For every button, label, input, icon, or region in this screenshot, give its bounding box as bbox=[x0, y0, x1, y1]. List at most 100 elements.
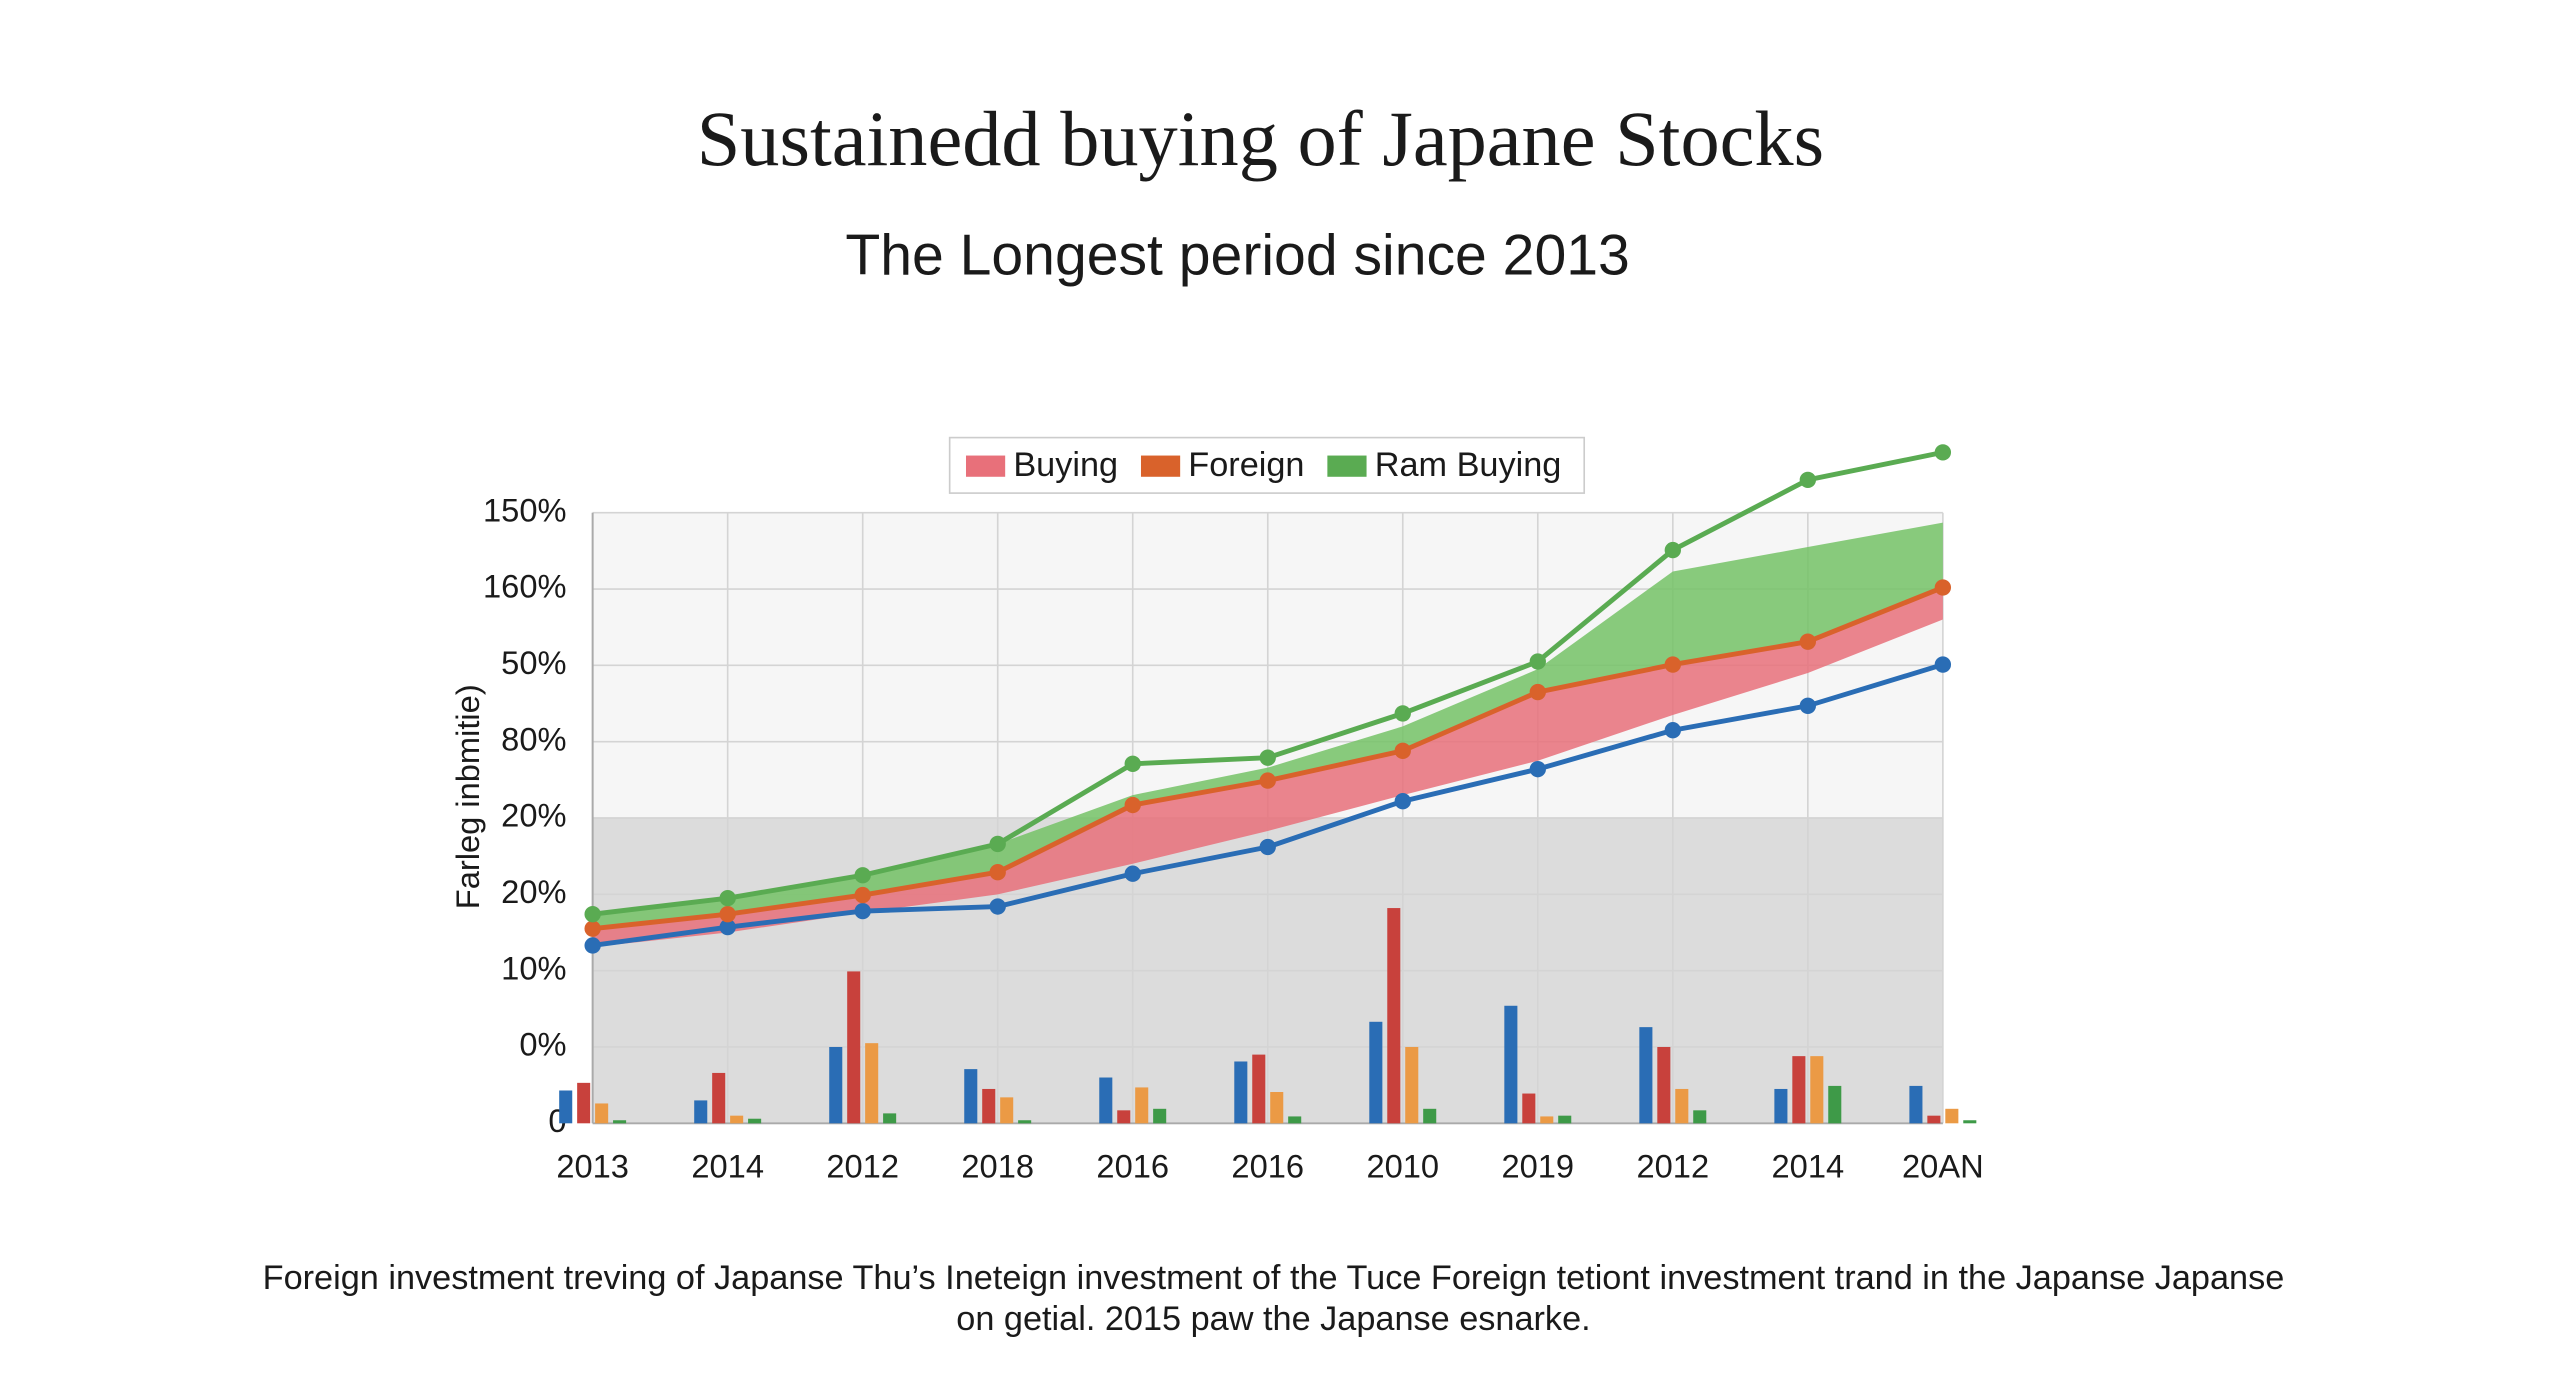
bar bbox=[559, 1090, 573, 1124]
area bbox=[592, 522, 1943, 929]
y-tick-label: 0% bbox=[519, 1026, 566, 1063]
bar bbox=[847, 971, 861, 1124]
x-tick-label: 20AN bbox=[1902, 1148, 1984, 1185]
bar bbox=[883, 1113, 897, 1124]
point bbox=[1799, 633, 1817, 650]
legend: Buying Foreign Ram Buying bbox=[948, 436, 1586, 494]
point bbox=[1259, 749, 1276, 766]
x-tick-label: 2019 bbox=[1501, 1148, 1574, 1185]
y-tick-label: 150% bbox=[483, 491, 566, 528]
bar bbox=[865, 1043, 879, 1124]
bar bbox=[1252, 1054, 1266, 1124]
bar bbox=[1369, 1021, 1383, 1124]
point bbox=[1934, 579, 1952, 596]
bar bbox=[577, 1082, 591, 1124]
bar bbox=[1423, 1108, 1437, 1124]
x-tick-label: 2018 bbox=[961, 1148, 1034, 1185]
point bbox=[1259, 772, 1276, 789]
bar bbox=[1810, 1056, 1824, 1124]
bar bbox=[1387, 908, 1401, 1124]
caption: on getial. 2015 paw the Japanse esnarke. bbox=[956, 1300, 1590, 1338]
point bbox=[989, 864, 1006, 881]
x-tick-label: 2010 bbox=[1366, 1148, 1439, 1185]
bar bbox=[829, 1046, 843, 1124]
point bbox=[989, 835, 1006, 853]
bar bbox=[964, 1069, 978, 1124]
point bbox=[1664, 541, 1681, 559]
bar bbox=[1540, 1116, 1554, 1124]
caption: Foreign investment treving of Japanse Th… bbox=[263, 1259, 2285, 1297]
bar bbox=[1639, 1027, 1653, 1124]
bar bbox=[730, 1115, 744, 1124]
point bbox=[1529, 683, 1546, 701]
bar bbox=[595, 1103, 609, 1124]
point bbox=[854, 886, 871, 904]
y-axis-label: Farleg inbmitie) bbox=[449, 684, 486, 909]
point bbox=[1124, 865, 1141, 882]
bar bbox=[1405, 1046, 1419, 1124]
point bbox=[1799, 697, 1817, 714]
bar bbox=[1522, 1093, 1536, 1124]
bar bbox=[1153, 1108, 1167, 1124]
point bbox=[719, 918, 736, 936]
point bbox=[1124, 796, 1141, 814]
point bbox=[719, 906, 736, 923]
bar bbox=[1927, 1115, 1941, 1124]
bar bbox=[613, 1120, 627, 1124]
point bbox=[1394, 705, 1411, 722]
point bbox=[584, 920, 601, 937]
legend-label: Foreign bbox=[1188, 446, 1304, 484]
bar bbox=[1828, 1085, 1842, 1124]
bar bbox=[748, 1118, 762, 1124]
bar bbox=[1945, 1108, 1959, 1124]
bar bbox=[1774, 1088, 1788, 1124]
point bbox=[1124, 755, 1141, 772]
point bbox=[1664, 722, 1681, 739]
legend-box bbox=[948, 436, 1586, 494]
bar bbox=[1963, 1120, 1977, 1124]
bar bbox=[694, 1100, 708, 1124]
bar bbox=[1135, 1087, 1149, 1124]
x-tick-label: 2016 bbox=[1096, 1148, 1169, 1185]
y-tick-label: 20% bbox=[501, 797, 566, 834]
y-tick-label: 50% bbox=[501, 644, 566, 681]
bar bbox=[1234, 1061, 1248, 1124]
bar bbox=[1018, 1120, 1032, 1124]
x-tick-label: 2012 bbox=[826, 1148, 899, 1185]
point bbox=[1664, 656, 1681, 673]
x-tick-label: 2016 bbox=[1231, 1148, 1304, 1185]
x-tick-label: 2012 bbox=[1637, 1148, 1710, 1185]
chart-title: Sustainedd buying of Japane Stocks bbox=[697, 95, 1824, 182]
legend-swatch bbox=[1140, 455, 1181, 477]
point bbox=[1934, 656, 1952, 673]
point bbox=[1934, 444, 1952, 461]
point bbox=[1799, 471, 1817, 489]
legend-swatch bbox=[1327, 455, 1367, 477]
bar bbox=[982, 1088, 996, 1124]
x-tick-label: 2014 bbox=[1772, 1148, 1845, 1185]
legend-swatch bbox=[965, 455, 1006, 477]
y-tick-label: 80% bbox=[501, 720, 566, 757]
point bbox=[584, 937, 601, 954]
point bbox=[1529, 760, 1546, 778]
point bbox=[1259, 838, 1276, 856]
y-tick-label: 10% bbox=[501, 949, 566, 986]
bar bbox=[1099, 1077, 1113, 1124]
bar bbox=[712, 1072, 726, 1124]
bar bbox=[1675, 1088, 1689, 1124]
legend-label: Ram Buying bbox=[1375, 446, 1562, 484]
point bbox=[1394, 793, 1411, 810]
bar bbox=[1657, 1046, 1671, 1124]
point bbox=[1394, 742, 1411, 759]
y-tick-label: 160% bbox=[483, 568, 566, 605]
bar bbox=[1792, 1056, 1806, 1124]
bar bbox=[1288, 1116, 1302, 1124]
point bbox=[584, 906, 601, 923]
point bbox=[854, 902, 871, 920]
bar bbox=[1909, 1085, 1923, 1124]
bar bbox=[1558, 1115, 1572, 1124]
x-tick-label: 2014 bbox=[691, 1148, 764, 1185]
bar bbox=[1000, 1097, 1014, 1124]
legend-label: Buying bbox=[1013, 446, 1118, 484]
